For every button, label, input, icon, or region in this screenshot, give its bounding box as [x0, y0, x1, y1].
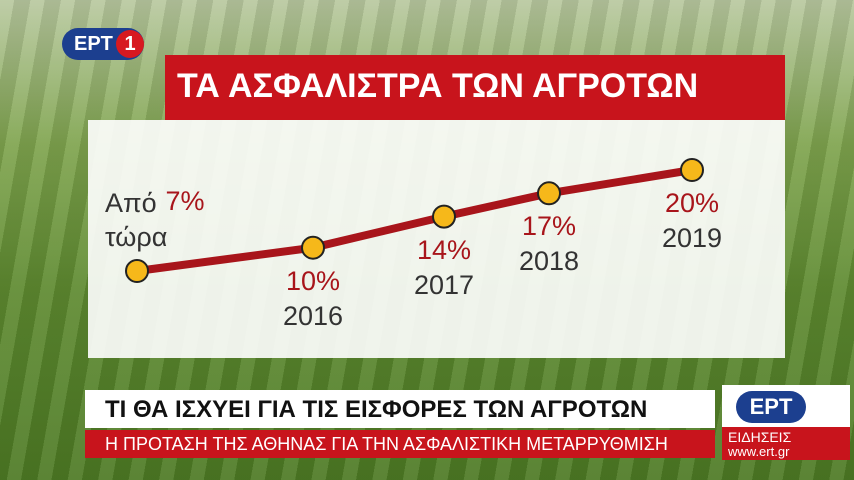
x-label: 2017: [413, 269, 475, 300]
value-label: 14%: [416, 234, 472, 265]
x-label: 2018: [518, 246, 580, 277]
title-bar: ΤΑ ΑΣΦΑΛΙΣΤΡΑ ΤΩΝ ΑΓΡΟΤΩΝ: [165, 55, 785, 120]
channel-logo: ΕΡΤ 1: [62, 28, 144, 60]
headline-bar: ΤΙ ΘΑ ΙΣΧΥΕΙ ΓΙΑ ΤΙΣ ΕΙΣΦΟΡΕΣ ΤΩΝ ΑΓΡΟΤΩ…: [85, 390, 715, 428]
news-url: www.ert.gr: [728, 444, 790, 459]
news-label: ΕΙΔΗΣΕΙΣ: [728, 429, 792, 445]
point: [125, 259, 149, 283]
news-logo-box: ΕΡΤ ΕΙΔΗΣΕΙΣ www.ert.gr: [722, 385, 850, 460]
point: [537, 181, 561, 206]
subheadline-bar: Η ΠΡΟΤΑΣΗ ΤΗΣ ΑΘΗΝΑΣ ΓΙΑ ΤΗΝ ΑΣΦΑΛΙΣΤΙΚΗ…: [85, 430, 715, 458]
point: [301, 235, 325, 260]
value-label: 10%: [285, 265, 341, 296]
point: [680, 158, 704, 182]
x-label: 2019: [661, 223, 723, 253]
line: [136, 166, 693, 275]
value-label: 17%: [521, 211, 577, 242]
x-label: 2016: [282, 300, 344, 331]
subheadline: Η ΠΡΟΤΑΣΗ ΤΗΣ ΑΘΗΝΑΣ ΓΙΑ ΤΗΝ ΑΣΦΑΛΙΣΤΙΚΗ…: [105, 434, 668, 454]
chart-title: ΤΑ ΑΣΦΑΛΙΣΤΡΑ ΤΩΝ ΑΓΡΟΤΩΝ: [177, 67, 699, 105]
point: [432, 204, 456, 229]
channel-number: 1: [116, 30, 144, 58]
logo-text: ΕΡΤ: [74, 33, 113, 55]
value-label: 20%: [664, 188, 720, 218]
chart-panel: [88, 120, 785, 358]
x-label: Από τώρα: [105, 188, 168, 252]
news-strip: ΕΙΔΗΣΕΙΣ www.ert.gr: [722, 427, 850, 460]
value-label: 7%: [165, 186, 205, 216]
news-logo: ΕΡΤ: [736, 391, 806, 423]
headline: ΤΙ ΘΑ ΙΣΧΥΕΙ ΓΙΑ ΤΙΣ ΕΙΣΦΟΡΕΣ ΤΩΝ ΑΓΡΟΤΩ…: [105, 396, 648, 423]
